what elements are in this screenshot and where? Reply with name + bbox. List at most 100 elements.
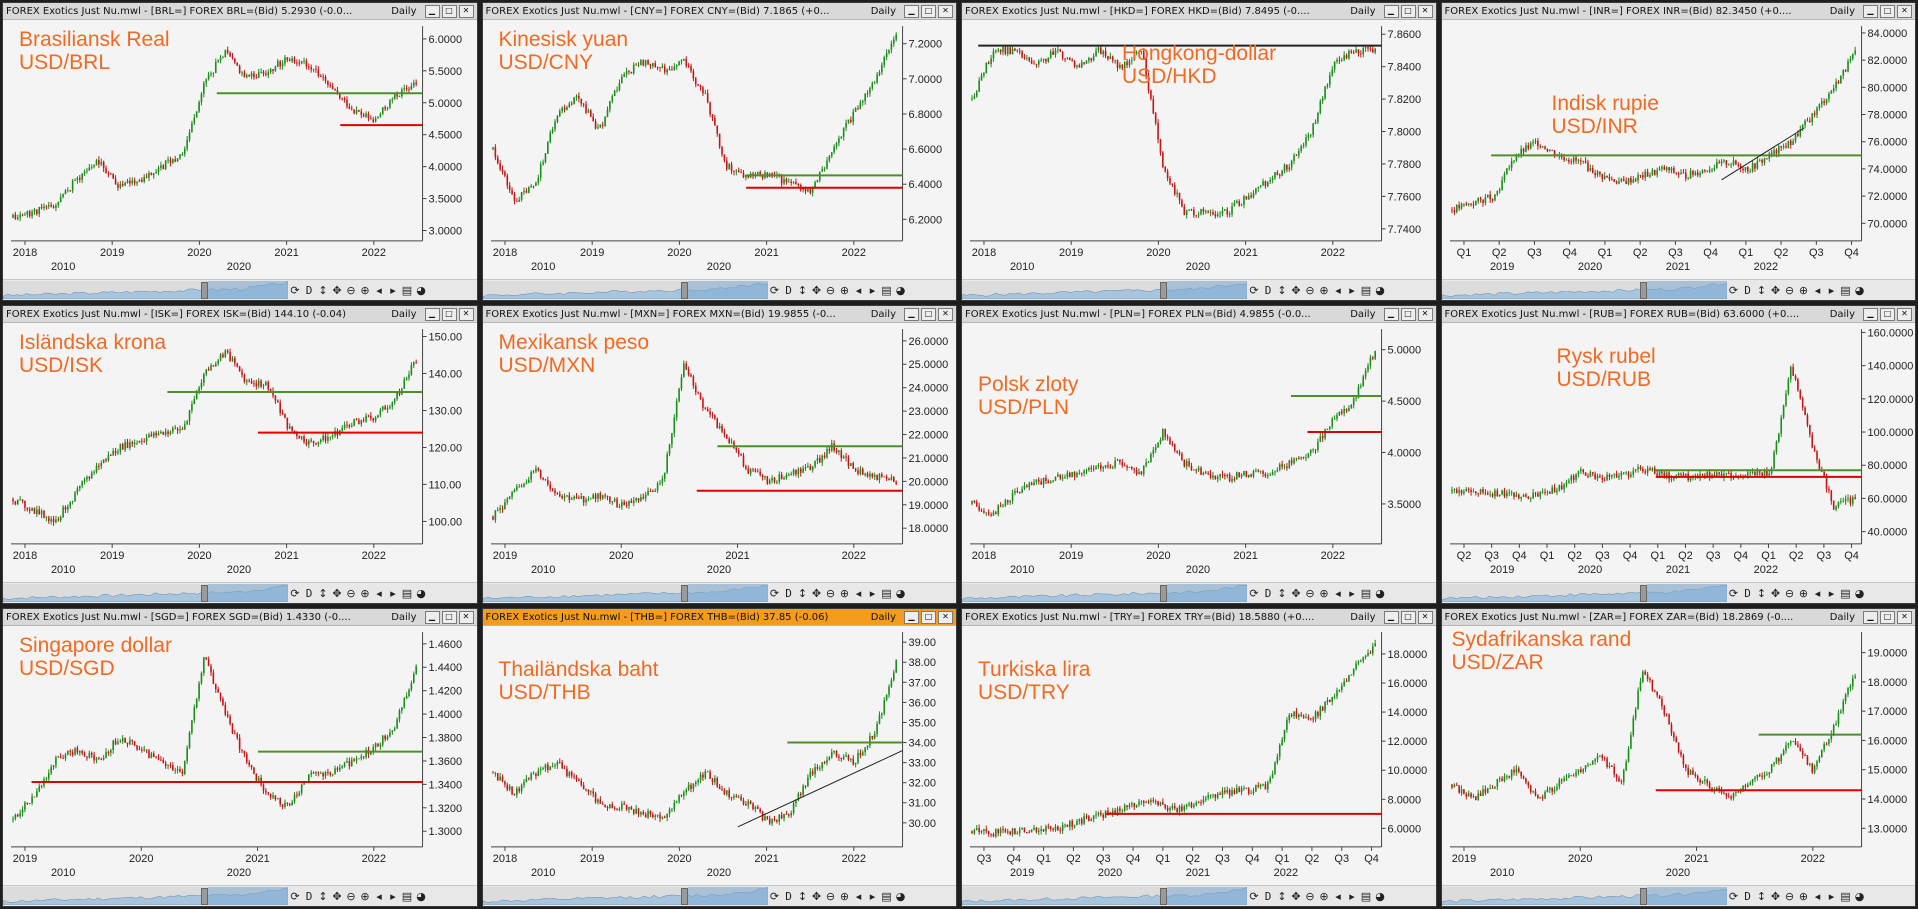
close-icon[interactable]: ✕	[1897, 307, 1912, 321]
navigator-bar[interactable]: ⟳ D ↕ ✥ ⊖ ⊕ ◂ ▸ ▤ ◕	[3, 582, 477, 603]
refresh-icon[interactable]: ⟳	[1249, 586, 1259, 600]
close-icon[interactable]: ✕	[1897, 610, 1912, 624]
prev-arrow-icon[interactable]: ◂	[1814, 586, 1821, 600]
next-arrow-icon[interactable]: ▸	[1349, 283, 1355, 297]
minimize-icon[interactable]: ▁	[1383, 307, 1399, 321]
move-icon[interactable]: ✥	[811, 586, 822, 600]
title-bar[interactable]: FOREX Exotics Just Nu.mwl - [PLN=] FOREX…	[962, 306, 1436, 323]
chart-window-inr[interactable]: FOREX Exotics Just Nu.mwl - [INR=] FOREX…	[1440, 2, 1916, 301]
navigator-track[interactable]	[962, 584, 1247, 602]
refresh-icon[interactable]: ⟳	[769, 283, 780, 297]
navigator-bar[interactable]: ⟳ D ↕ ✥ ⊖ ⊕ ◂ ▸ ▤ ◕	[3, 279, 477, 300]
navigator-track[interactable]	[1441, 584, 1727, 602]
navigator-track[interactable]	[962, 281, 1247, 299]
navigator-track[interactable]	[3, 281, 288, 299]
minimize-icon[interactable]: ▁	[1383, 4, 1399, 18]
menu-icon[interactable]: ▤	[881, 889, 892, 903]
interval-label[interactable]: D	[1744, 889, 1751, 903]
maximize-icon[interactable]: □	[1880, 610, 1895, 624]
prev-arrow-icon[interactable]: ◂	[1814, 283, 1821, 297]
next-arrow-icon[interactable]: ▸	[1828, 889, 1835, 903]
chart-plot[interactable]: 84.0000 82.0000 80.0000 78.0000 76.0000 74.00…	[1442, 20, 1916, 279]
close-icon[interactable]: ✕	[1897, 4, 1912, 18]
refresh-icon[interactable]: ⟳	[1728, 889, 1739, 903]
palette-icon[interactable]: ◕	[1375, 283, 1385, 297]
interval-label[interactable]: D	[305, 586, 313, 600]
price-chart[interactable]: 160.0000140.0000120.0000100.000080.00006…	[1442, 323, 1916, 582]
next-arrow-icon[interactable]: ▸	[1349, 586, 1355, 600]
title-bar[interactable]: FOREX Exotics Just Nu.mwl - [BRL=] FOREX…	[3, 3, 477, 20]
title-bar[interactable]: FOREX Exotics Just Nu.mwl - [MXN=] FOREX…	[482, 306, 956, 323]
move-icon[interactable]: ✥	[811, 889, 822, 903]
navigator-track[interactable]	[482, 584, 768, 602]
zoom-in-icon[interactable]: ⊕	[1798, 586, 1809, 600]
price-chart[interactable]: 18.000016.000014.000012.000010.00008.000…	[962, 626, 1436, 885]
price-chart[interactable]: 39.0038.0037.0036.0035.0034.0033.0032.00…	[483, 626, 957, 885]
move-icon[interactable]: ✥	[332, 586, 342, 600]
chart-plot[interactable]: 7.8600 7.8400 7.8200 7.8000 7.7800 7.7600 7.74…	[962, 20, 1436, 279]
chart-plot[interactable]: 19.0000 18.0000 17.0000 16.0000 15.0000 14.00…	[1442, 626, 1916, 885]
navigator-handle[interactable]	[1639, 282, 1647, 299]
interval-label[interactable]: D	[305, 283, 313, 297]
menu-icon[interactable]: ▤	[1360, 283, 1372, 297]
vertical-resize-icon[interactable]: ↕	[318, 889, 328, 903]
chart-plot[interactable]: 150.00 140.00 130.00 120.00 110.00 100.00 2018…	[3, 323, 477, 582]
vertical-resize-icon[interactable]: ↕	[318, 586, 328, 600]
price-chart[interactable]: 7.86007.84007.82007.80007.78007.76007.74…	[962, 20, 1436, 279]
title-bar[interactable]: FOREX Exotics Just Nu.mwl - [HKD=] FOREX…	[962, 3, 1436, 20]
refresh-icon[interactable]: ⟳	[769, 586, 780, 600]
navigator-handle[interactable]	[680, 585, 688, 602]
navigator-handle[interactable]	[1160, 888, 1167, 905]
maximize-icon[interactable]: □	[1400, 307, 1416, 321]
close-icon[interactable]: ✕	[458, 610, 474, 624]
zoom-in-icon[interactable]: ⊕	[360, 889, 370, 903]
menu-icon[interactable]: ▤	[881, 586, 892, 600]
navigator-track[interactable]	[962, 887, 1247, 905]
next-arrow-icon[interactable]: ▸	[1828, 586, 1835, 600]
palette-icon[interactable]: ◕	[416, 889, 426, 903]
minimize-icon[interactable]: ▁	[1383, 610, 1399, 624]
move-icon[interactable]: ✥	[1770, 283, 1781, 297]
refresh-icon[interactable]: ⟳	[1249, 889, 1259, 903]
chart-plot[interactable]: 5.0000 4.5000 4.0000 3.5000 2018 2019 2020 2021…	[962, 323, 1436, 582]
minimize-icon[interactable]: ▁	[424, 307, 440, 321]
prev-arrow-icon[interactable]: ◂	[1335, 586, 1341, 600]
title-bar[interactable]: FOREX Exotics Just Nu.mwl - [ZAR=] FOREX…	[1441, 609, 1915, 626]
zoom-in-icon[interactable]: ⊕	[360, 586, 370, 600]
close-icon[interactable]: ✕	[1417, 610, 1433, 624]
prev-arrow-icon[interactable]: ◂	[376, 586, 382, 600]
navigator-handle[interactable]	[680, 888, 688, 905]
minimize-icon[interactable]: ▁	[1863, 610, 1878, 624]
close-icon[interactable]: ✕	[938, 4, 953, 18]
chart-window-isk[interactable]: FOREX Exotics Just Nu.mwl - [ISK=] FOREX…	[2, 305, 478, 604]
palette-icon[interactable]: ◕	[1375, 889, 1385, 903]
navigator-track[interactable]	[3, 887, 288, 905]
interval-label[interactable]: D	[1744, 586, 1751, 600]
vertical-resize-icon[interactable]: ↕	[1277, 586, 1287, 600]
maximize-icon[interactable]: □	[441, 307, 457, 321]
close-icon[interactable]: ✕	[938, 610, 953, 624]
navigator-handle[interactable]	[1639, 585, 1647, 602]
minimize-icon[interactable]: ▁	[424, 4, 440, 18]
zoom-in-icon[interactable]: ⊕	[1319, 586, 1329, 600]
close-icon[interactable]: ✕	[938, 307, 953, 321]
vertical-resize-icon[interactable]: ↕	[1756, 889, 1767, 903]
refresh-icon[interactable]: ⟳	[1249, 283, 1259, 297]
navigator-bar[interactable]: ⟳ D ↕ ✥ ⊖ ⊕ ◂ ▸ ▤ ◕	[482, 885, 956, 906]
close-icon[interactable]: ✕	[458, 307, 474, 321]
vertical-resize-icon[interactable]: ↕	[797, 586, 808, 600]
next-arrow-icon[interactable]: ▸	[390, 889, 396, 903]
prev-arrow-icon[interactable]: ◂	[855, 283, 862, 297]
maximize-icon[interactable]: □	[1880, 4, 1895, 18]
title-bar[interactable]: FOREX Exotics Just Nu.mwl - [RUB=] FOREX…	[1441, 306, 1915, 323]
chart-window-sgd[interactable]: FOREX Exotics Just Nu.mwl - [SGD=] FOREX…	[2, 608, 478, 907]
move-icon[interactable]: ✥	[1770, 586, 1781, 600]
menu-icon[interactable]: ▤	[1360, 889, 1372, 903]
move-icon[interactable]: ✥	[332, 283, 342, 297]
title-bar[interactable]: FOREX Exotics Just Nu.mwl - [THB=] FOREX…	[482, 609, 956, 626]
prev-arrow-icon[interactable]: ◂	[1335, 889, 1341, 903]
navigator-bar[interactable]: ⟳ D ↕ ✥ ⊖ ⊕ ◂ ▸ ▤ ◕	[482, 582, 956, 603]
palette-icon[interactable]: ◕	[895, 586, 906, 600]
navigator-handle[interactable]	[1160, 585, 1167, 602]
